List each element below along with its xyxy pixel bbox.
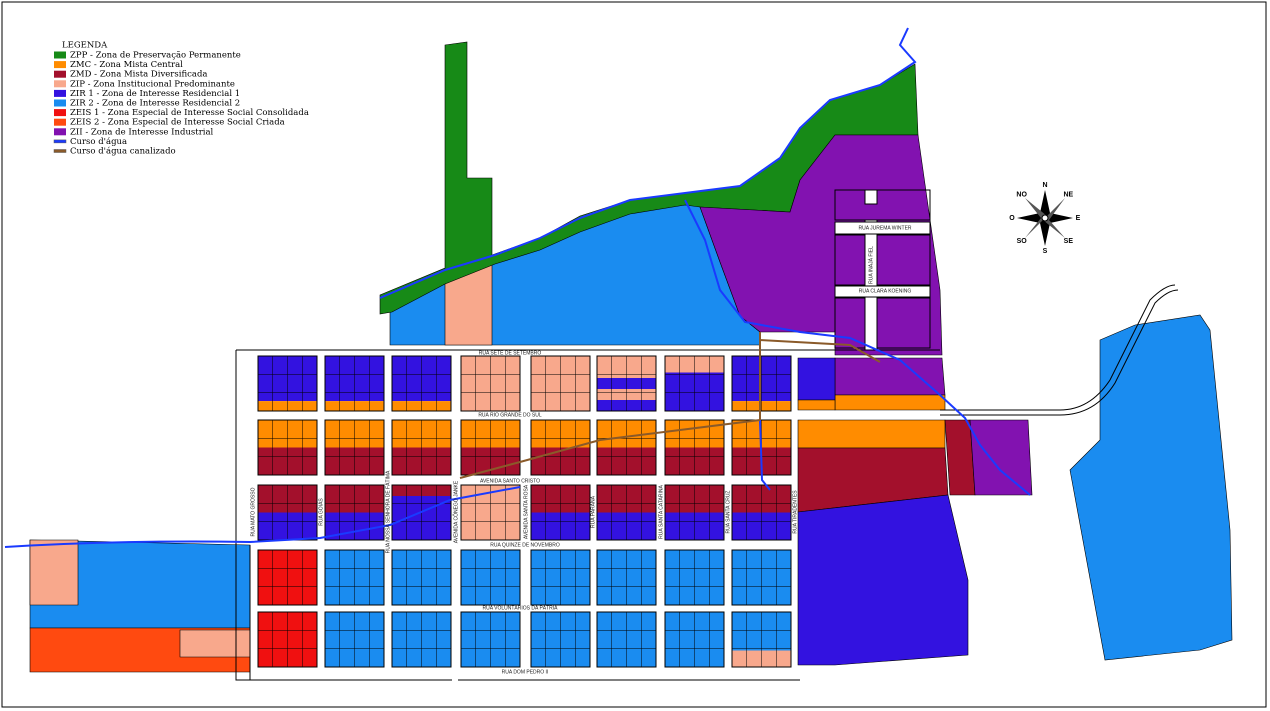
compass-label: NO [1016,192,1027,199]
legend-label: ZPP - Zona de Preservação Permanente [70,50,241,61]
block-outline [865,190,877,204]
zoning-map: LEGENDA ZPP - Zona de Preservação Perman… [0,0,1270,711]
compass-label: SO [1017,238,1028,245]
compass-label: S [1043,248,1048,255]
zone-area [835,395,945,410]
legend-swatch [54,71,66,78]
street-label: RUA DOM PEDRO II [502,669,549,675]
legend-label: ZIR 1 - Zona de Interesse Residencial 1 [70,89,240,99]
street-label: RUA SANTA CATARINA [658,485,664,539]
street-gap [865,220,877,350]
compass-label: E [1076,215,1081,222]
street-label: RUA MATO GROSSO [250,487,256,536]
legend-swatch [54,90,66,97]
street-label: RUA CLARA KOENING [859,288,912,294]
compass-label: O [1009,215,1015,222]
legend-label: ZEIS 1 - Zona Especial de Interesse Soci… [70,108,309,118]
zone-area [180,630,250,657]
legend-label: ZIR 2 - Zona de Interesse Residencial 2 [70,99,240,109]
legend-swatch [54,61,66,68]
legend-swatch [54,140,66,143]
legend-swatch [54,100,66,107]
street-label: RUA NOSSA SENHORA DE FÁTIMA [384,470,391,553]
legend-swatch [54,119,66,126]
compass-label: N [1042,182,1047,189]
legend-label: ZMD - Zona Mista Diversificada [70,70,207,80]
street-label: RUA TIRADENTES [792,490,798,534]
legend-label: ZIP - Zona Institucional Predominante [70,79,235,89]
street-label: AVENIDA CÔNEGO JANKE [452,480,459,543]
legend-swatch [54,150,66,153]
street-label: RUA SANTA CRUZ [725,491,731,534]
zone-area [798,400,835,410]
street-label: AVENIDA SANTO CRISTO [480,478,540,484]
street-label: RUA JUREMA WINTER [858,225,911,231]
zone-area [970,420,1032,495]
legend-label: ZMC - Zona Mista Central [70,60,183,70]
zone-area [798,358,835,400]
zone-area [30,540,78,605]
zone-area [798,495,968,665]
street-label: RUA INAJÁ FIEL [867,246,874,284]
compass-label: NE [1063,192,1073,199]
street-label: RUA QUINZE DE NOVEMBRO [490,542,560,548]
zone-area [798,420,945,448]
legend-swatch [54,80,66,87]
legend-swatch [54,109,66,116]
legend-label: Curso d'água [70,136,127,147]
street-label: RUA RIO GRANDE DO SUL [478,412,542,418]
street-label: RUA VOLUNTÁRIOS DA PÁTRIA [482,604,558,611]
legend-title: LEGENDA [62,41,108,51]
compass-rose: N NE E SE S SO O NO [1009,182,1080,255]
legend-swatch [54,128,66,135]
legend-label: Curso d'água canalizado [70,146,176,157]
compass-label: SE [1064,238,1074,245]
street-label: RUA SETE DE SETEMBRO [479,350,542,356]
legend-label: ZEIS 2 - Zona Especial de Interesse Soci… [70,118,285,128]
compass-center [1042,215,1048,221]
legend-swatch [54,52,66,59]
street-label: RUA PARANÁ [589,495,596,528]
zone-area [835,358,945,395]
legend-label: ZII - Zona de Interesse Industrial [70,127,214,137]
street-label: AVENIDA SANTA ROSA [523,484,529,539]
street-label: RUA GOIÁS [317,498,324,526]
